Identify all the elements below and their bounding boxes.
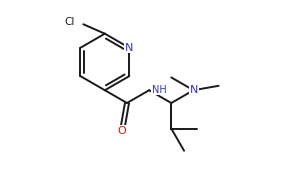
Text: O: O	[118, 126, 126, 136]
Text: NH: NH	[152, 85, 167, 94]
Text: N: N	[190, 85, 198, 94]
Text: Cl: Cl	[65, 17, 75, 27]
Text: N: N	[125, 43, 134, 53]
